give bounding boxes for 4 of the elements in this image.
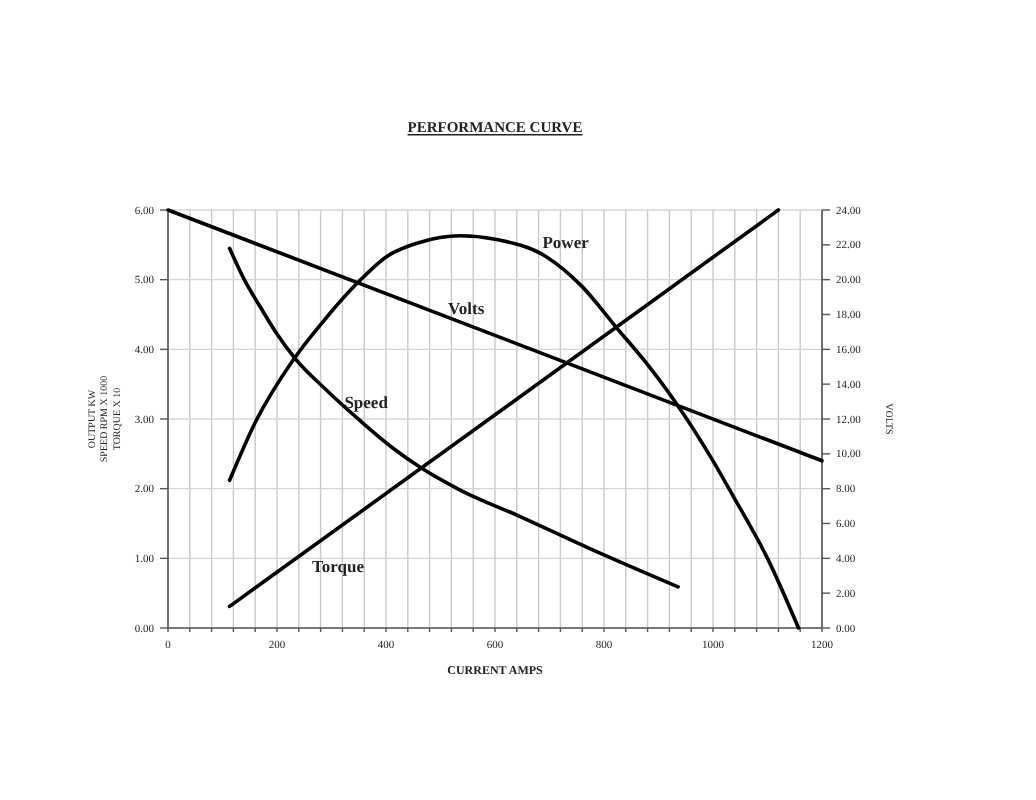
series-label: Speed [344, 392, 389, 413]
series-label: Power [542, 232, 590, 253]
series-label: Volts [448, 298, 486, 319]
series-label: Torque [312, 556, 365, 577]
